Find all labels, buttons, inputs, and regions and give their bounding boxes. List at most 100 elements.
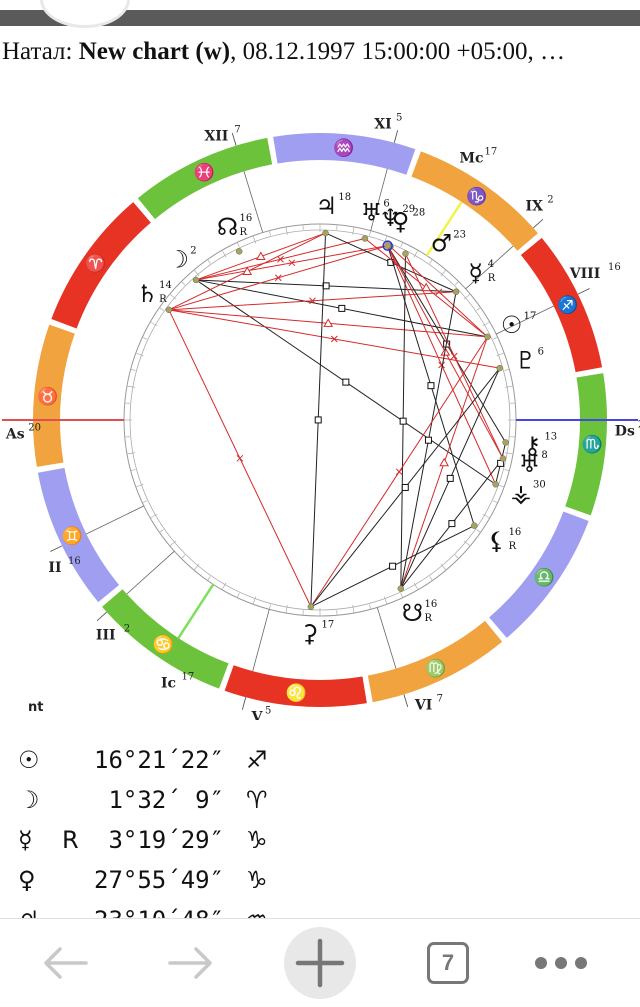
browser-top-bar xyxy=(0,0,640,26)
planet-degree-chiron: 13 xyxy=(544,432,557,443)
planet-glyph-pluto[interactable]: ♇ xyxy=(515,347,537,375)
planet-dot-sun xyxy=(484,334,490,340)
house-degree-mc: 17 xyxy=(485,147,498,158)
sign-glyph-sagittarius: ♐ xyxy=(557,294,578,315)
house-degree-xii: 7 xyxy=(234,124,240,135)
planet-mercury-icon: ☿ xyxy=(18,826,48,854)
planet-glyph-mars[interactable]: ♂ xyxy=(430,230,452,258)
planet-glyph-north-node[interactable]: ☊ xyxy=(217,213,238,241)
planet-degree-vesta: 30 xyxy=(533,480,546,491)
planet-dot-uranus-alt xyxy=(500,456,506,462)
sign-glyph-aquarius: ♒ xyxy=(333,138,354,159)
planet-dot-neptune xyxy=(385,243,391,249)
planet-glyph-saturn[interactable]: ♄ xyxy=(136,280,158,308)
chart-title: Натал: New chart (w), 08.12.1997 15:00:0… xyxy=(2,38,638,66)
planet-dot-jupiter xyxy=(323,230,329,236)
planet-degree-mars: 23 xyxy=(453,230,466,241)
sign-glyph-aries: ♈ xyxy=(85,253,106,274)
position-row-moon: ☽ 1°32´ 9″ ♈ xyxy=(0,782,640,822)
sign-icon: ♐ xyxy=(246,746,268,774)
chart-name: New chart (w) xyxy=(79,38,230,65)
chart-footnote: nt xyxy=(28,700,43,715)
house-cusp-5 xyxy=(377,607,396,668)
house-label-viii: VIII xyxy=(569,266,601,282)
planet-retro-north-node: R xyxy=(240,227,248,238)
house-cusp-2 xyxy=(127,551,175,594)
position-row-jupiter: ♃ 23°10´48″ ♒ xyxy=(0,902,640,918)
house-degree-vi: 7 xyxy=(437,694,443,705)
title-prefix: Натал: xyxy=(2,38,79,65)
house-label-ds: Ds xyxy=(615,424,635,440)
position-row-venus: ♀27°55´49″♑ xyxy=(0,862,640,902)
menu-button[interactable] xyxy=(526,919,596,1007)
planet-degree-pluto: 6 xyxy=(538,347,544,358)
house-label-xii: XII xyxy=(204,128,228,144)
position-row-sun: ☉16°21´22″♐ xyxy=(0,742,640,782)
sign-glyph-taurus: ♉ xyxy=(37,386,58,407)
sign-glyph-pisces: ♓ xyxy=(194,162,215,183)
planet-degree-jupiter: 18 xyxy=(338,192,351,203)
sign-glyph-scorpio: ♏ xyxy=(582,434,603,455)
sign-glyph-leo: ♌ xyxy=(286,682,307,703)
arrow-left-icon xyxy=(40,943,90,983)
tab-count-box: 7 xyxy=(427,942,469,984)
house-degree-viii: 16 xyxy=(608,262,621,273)
position-value: 16°21´22″ xyxy=(94,746,224,774)
planet-glyph-ceres[interactable]: ⚳ xyxy=(301,620,319,648)
sign-glyph-cancer: ♋ xyxy=(153,634,174,655)
planet-glyph-vesta[interactable]: ⚶ xyxy=(511,480,531,508)
planet-glyph-jupiter[interactable]: ♃ xyxy=(316,192,338,220)
sign-glyph-libra: ♎ xyxy=(533,567,554,588)
house-label-as: As xyxy=(5,426,25,442)
back-button[interactable] xyxy=(30,919,100,1007)
planet-glyph-mercury[interactable]: ☿ xyxy=(468,259,483,287)
planet-degree-uranus-alt: 8 xyxy=(541,450,547,461)
house-degree-xi: 5 xyxy=(396,113,402,124)
sign-icon: ♒ xyxy=(246,906,268,918)
house-cusp-1 xyxy=(86,506,144,534)
tab-count: 7 xyxy=(442,950,454,976)
plus-icon xyxy=(282,925,358,1001)
planet-dot-south-node xyxy=(398,586,404,592)
house-degree-v: 5 xyxy=(265,705,271,716)
position-value: 1°32´ 9″ xyxy=(94,786,224,814)
planet-dot-mercury xyxy=(453,289,459,295)
position-value: 23°10´48″ xyxy=(94,906,224,918)
planet-retro-mercury: R xyxy=(488,273,496,284)
house-degree-ic: 17 xyxy=(182,671,195,682)
planet-degree-neptune: 29 xyxy=(402,204,415,215)
more-icon xyxy=(531,953,591,973)
sign-glyph-virgo: ♍ xyxy=(425,658,446,679)
planet-positions-table: ☉16°21´22″♐☽ 1°32´ 9″♈☿R 3°19´29″♑♀27°55… xyxy=(0,742,640,918)
house-degree-as: 20 xyxy=(28,422,41,433)
planet-retro-saturn: R xyxy=(159,294,167,305)
planet-dot-ceres xyxy=(308,604,314,610)
forward-button[interactable] xyxy=(156,919,226,1007)
planet-glyph-neptune[interactable]: ♆ xyxy=(380,204,402,232)
planet-glyph-lilith[interactable]: ⚸ xyxy=(488,527,506,555)
sign-icon: ♈ xyxy=(246,786,268,814)
new-tab-button[interactable] xyxy=(282,919,358,1007)
planet-glyph-south-node[interactable]: ☋ xyxy=(402,599,423,627)
tabs-button[interactable]: 7 xyxy=(418,919,478,1007)
planet-degree-south-node: 16 xyxy=(424,599,437,610)
planet-dot-chiron xyxy=(503,439,509,445)
house-label-xi: XI xyxy=(374,117,391,133)
planet-glyph-uranus-alt[interactable]: ♅ xyxy=(519,450,541,478)
planet-retro-south-node: R xyxy=(424,613,432,624)
sign-icon: ♑ xyxy=(246,866,268,894)
planet-dot-saturn xyxy=(166,307,172,313)
house-label-iii: III xyxy=(96,627,116,643)
planet-venus-icon: ♀ xyxy=(18,866,48,894)
planet-moon-icon: ☽ xyxy=(18,786,48,814)
natal-chart-wheel: ♈♉♊♋♌♍♎♏♐♑♒♓As20II16III2Ic17V5VI7Ds20VII… xyxy=(0,100,640,720)
house-degree-ii: 16 xyxy=(68,556,81,567)
axis-line-ic xyxy=(178,584,213,638)
planet-jupiter-icon: ♃ xyxy=(18,906,48,918)
sign-icon: ♑ xyxy=(246,826,268,854)
planet-dot-lilith xyxy=(471,523,477,529)
house-label-ic: Ic xyxy=(161,675,176,691)
planet-glyph-moon[interactable]: ☽ xyxy=(167,246,189,274)
arrow-right-icon xyxy=(166,943,216,983)
planet-glyph-sun[interactable]: ☉ xyxy=(501,311,523,339)
